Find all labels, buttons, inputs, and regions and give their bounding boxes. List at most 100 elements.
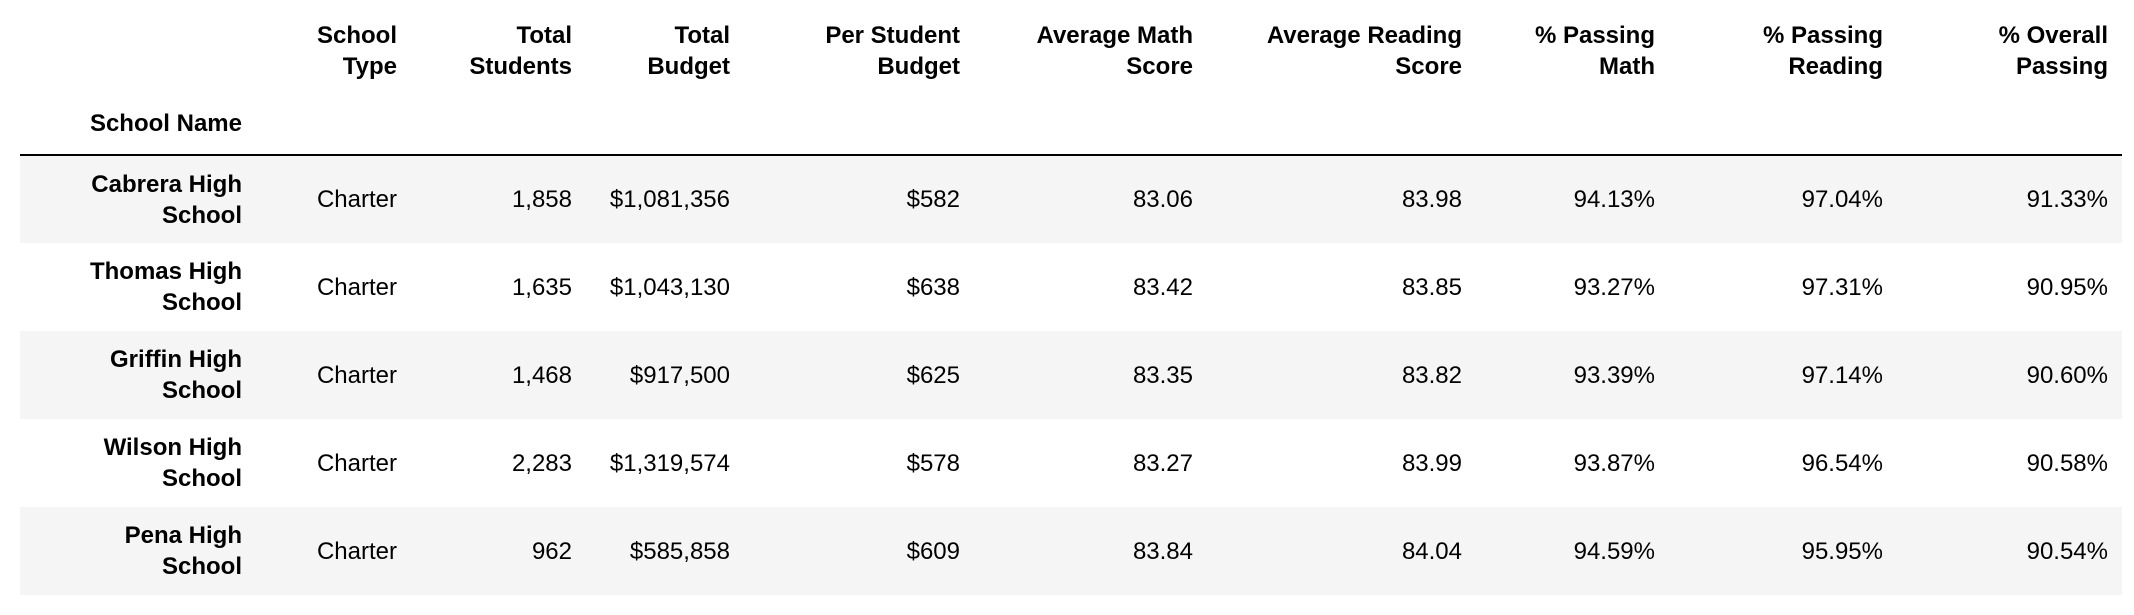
table-cell: 96.54%	[1801, 449, 1883, 477]
column-header-line: Reading	[1788, 53, 1883, 80]
column-header: Total Budget	[586, 8, 744, 108]
column-header-line: Budget	[877, 53, 960, 80]
index-header-blank	[586, 108, 744, 156]
table-row: Pena High School Charter 962 $585,858 $609 83.…	[20, 507, 2122, 595]
table-cell: 97.31%	[1801, 273, 1883, 301]
table-cell: $917,500	[629, 361, 730, 389]
school-name-line: Cabrera High	[91, 170, 242, 198]
table-cell: 83.27	[1132, 449, 1193, 477]
table-cell: Charter	[316, 449, 397, 477]
table-cell: 1,635	[511, 273, 572, 301]
index-header-blank	[1476, 108, 1669, 156]
dataframe-output: School Type Total Students Total Budget Per St…	[20, 8, 2122, 595]
table-cell: 90.58%	[2026, 449, 2108, 477]
table-cell: 97.14%	[1801, 361, 1883, 389]
table-cell: 90.60%	[2026, 361, 2108, 389]
table-cell: 90.54%	[2026, 537, 2108, 565]
table-row: Griffin High School Charter 1,468 $917,500 $6…	[20, 331, 2122, 419]
table-cell: $578	[906, 449, 960, 477]
table-cell: 962	[531, 537, 572, 565]
index-header-blank	[974, 108, 1207, 156]
table-row: Wilson High School Charter 2,283 $1,319,574 $…	[20, 419, 2122, 507]
column-header: % Overall Passing	[1897, 8, 2122, 108]
column-header-line: Average Reading	[1266, 22, 1462, 49]
table-cell: Charter	[316, 537, 397, 565]
table-cell: $585,858	[629, 537, 730, 565]
table-cell: 83.98	[1401, 186, 1462, 213]
table-cell: 2,283	[511, 449, 572, 477]
table-row: Thomas High School Charter 1,635 $1,043,130 $…	[20, 243, 2122, 331]
table-cell: 83.99	[1401, 449, 1462, 477]
school-name-line: School	[161, 289, 242, 316]
row-school-name: Cabrera High School	[20, 155, 256, 243]
column-header-row: School Type Total Students Total Budget Per St…	[20, 8, 2122, 108]
row-school-name: Griffin High School	[20, 331, 256, 419]
table-cell: 83.35	[1132, 361, 1193, 389]
column-header-line: Students	[469, 53, 572, 80]
header-blank	[20, 8, 256, 108]
table-cell: 90.95%	[2026, 273, 2108, 301]
column-header: Average Reading Score	[1207, 8, 1476, 108]
table-cell: 93.39%	[1573, 361, 1655, 389]
table-cell: 1,468	[511, 361, 572, 389]
school-name-line: Pena High	[124, 522, 242, 549]
table-cell: 84.04	[1401, 537, 1462, 565]
table-cell: 83.06	[1132, 186, 1193, 213]
column-header-line: Score	[1126, 53, 1193, 80]
column-header-line: % Passing	[1534, 22, 1655, 49]
column-header: % Passing Reading	[1669, 8, 1897, 108]
column-header-line: Total	[516, 22, 572, 49]
table-cell: $1,081,356	[609, 186, 730, 213]
index-header-row: School Name	[20, 108, 2122, 156]
table-cell: 93.27%	[1573, 273, 1655, 301]
table-cell: 95.95%	[1801, 537, 1883, 565]
table-cell: 83.82	[1401, 361, 1462, 389]
column-header-line: Total	[674, 22, 730, 49]
column-header-line: Score	[1395, 53, 1462, 80]
table-cell: $1,043,130	[609, 273, 730, 301]
column-header: Total Students	[411, 8, 586, 108]
school-name-line: School	[161, 201, 242, 229]
table-cell: $1,319,574	[609, 449, 730, 477]
index-header-blank	[1207, 108, 1476, 156]
column-header: Average Math Score	[974, 8, 1207, 108]
column-header-line: % Overall	[1998, 22, 2108, 49]
table-cell: 1,858	[511, 186, 572, 213]
index-header-blank	[256, 108, 411, 156]
row-school-name: Thomas High School	[20, 243, 256, 331]
row-school-name: Wilson High School	[20, 419, 256, 507]
school-name-line: School	[161, 377, 242, 404]
table-cell: Charter	[316, 186, 397, 213]
table-cell: 94.13%	[1573, 186, 1655, 213]
table-cell: Charter	[316, 361, 397, 389]
school-summary-table: School Type Total Students Total Budget Per St…	[20, 8, 2122, 595]
table-cell: 83.85	[1401, 273, 1462, 301]
column-header-line: Math	[1599, 53, 1655, 80]
index-header-blank	[1897, 108, 2122, 156]
table-cell: 91.33%	[2026, 186, 2108, 213]
school-name-line: School	[161, 553, 242, 580]
school-name-line: School	[161, 465, 242, 492]
school-name-line: Griffin High	[110, 346, 242, 373]
table-cell: Charter	[316, 273, 397, 301]
table-cell: 83.42	[1132, 273, 1193, 301]
index-name-header: School Name	[20, 108, 256, 156]
row-school-name: Pena High School	[20, 507, 256, 595]
school-name-line: Thomas High	[89, 258, 242, 285]
column-header-line: Budget	[647, 53, 730, 80]
table-cell: 94.59%	[1573, 537, 1655, 565]
column-header: % Passing Math	[1476, 8, 1669, 108]
table-cell: $582	[906, 186, 960, 213]
school-name-line: Wilson High	[103, 434, 242, 461]
column-header-line: Average Math	[1036, 22, 1194, 49]
table-row: Cabrera High School Charter 1,858 $1,081,356…	[20, 155, 2122, 243]
column-header-line: Type	[342, 53, 397, 80]
column-header-line: School	[316, 22, 397, 49]
table-cell: 83.84	[1132, 537, 1193, 565]
column-header-line: % Passing	[1762, 22, 1883, 49]
table-cell: $609	[906, 537, 960, 565]
table-cell: 97.04%	[1801, 186, 1883, 213]
column-header: Per Student Budget	[744, 8, 974, 108]
index-header-blank	[411, 108, 586, 156]
column-header: School Type	[256, 8, 411, 108]
